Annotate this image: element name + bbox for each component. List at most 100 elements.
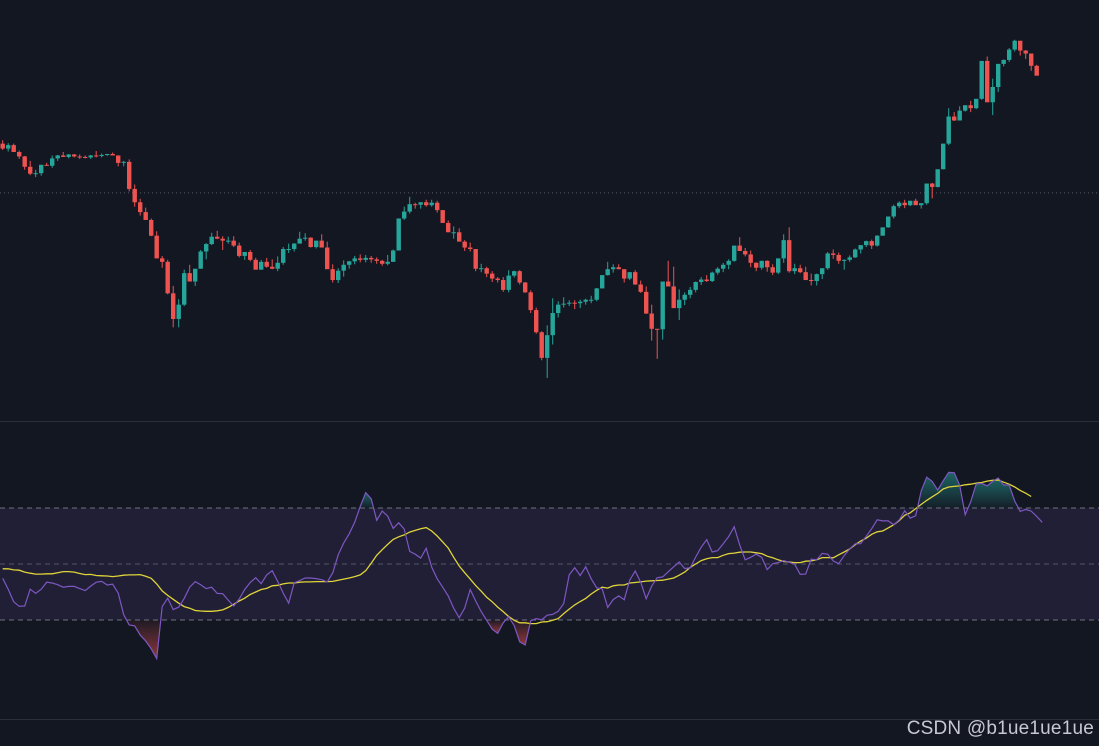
candle: [171, 285, 176, 328]
candle-body: [550, 313, 555, 336]
candle: [220, 236, 225, 250]
candle-body: [418, 202, 423, 205]
candle-body: [539, 332, 544, 358]
candle-body: [341, 264, 346, 271]
candle: [996, 63, 1001, 92]
candle: [875, 235, 880, 247]
candle-body: [55, 155, 60, 159]
candle-body: [50, 158, 55, 166]
candle-body: [671, 286, 676, 309]
candle-body: [297, 238, 302, 244]
candle: [545, 325, 550, 379]
watermark-text: CSDN @b1ue1ue1ue: [906, 718, 1094, 739]
rsi-overbought-fill: [359, 492, 374, 508]
candle-body: [534, 310, 539, 333]
candle: [902, 199, 907, 209]
candle-body: [336, 270, 341, 281]
price-pane: [0, 39, 1099, 379]
candle: [22, 155, 27, 170]
candle-body: [226, 240, 231, 242]
candle: [396, 218, 401, 251]
rsi-oversold-fill: [126, 620, 161, 659]
candle: [99, 153, 104, 158]
candle-body: [259, 261, 264, 270]
candle: [440, 210, 445, 223]
candle-body: [33, 173, 38, 175]
candle-body: [979, 60, 984, 99]
candle-body: [941, 143, 946, 170]
candle: [924, 183, 929, 205]
candle: [523, 282, 528, 293]
candle: [1023, 50, 1028, 59]
candle: [209, 232, 214, 246]
candle: [528, 290, 533, 314]
candle-body: [781, 240, 786, 259]
candle: [754, 262, 759, 272]
candle-body: [957, 110, 962, 121]
candle-body: [869, 241, 874, 246]
candle: [941, 143, 946, 170]
candle-body: [512, 271, 517, 276]
candle-body: [22, 156, 27, 167]
candle: [286, 243, 291, 253]
candle-body: [473, 249, 478, 269]
candle: [935, 169, 940, 188]
candle-body: [99, 154, 104, 156]
candle-body: [495, 278, 500, 281]
candle-body: [990, 87, 995, 103]
candle-body: [468, 247, 473, 250]
candle-body: [380, 260, 385, 264]
candle-body: [369, 257, 374, 260]
candle-body: [946, 116, 951, 144]
candle: [28, 160, 33, 176]
candle-body: [853, 249, 858, 258]
candle-body: [594, 288, 599, 300]
candle: [55, 154, 60, 161]
candle-body: [325, 247, 330, 270]
candle: [792, 263, 797, 275]
candle: [809, 273, 814, 286]
candle: [1012, 39, 1017, 52]
candle-body: [908, 200, 913, 206]
candle-body: [891, 206, 896, 217]
candle-body: [402, 211, 407, 219]
candle-body: [996, 63, 1001, 88]
candle-body: [121, 161, 126, 163]
candle-body: [6, 145, 11, 149]
candle-body: [270, 266, 275, 269]
candle-body: [677, 299, 682, 309]
candle: [693, 281, 698, 293]
candle-body: [710, 272, 715, 282]
candle-body: [88, 155, 93, 158]
candle: [704, 275, 709, 283]
candle-body: [583, 299, 588, 302]
candle-body: [248, 251, 253, 260]
candle-body: [264, 261, 269, 267]
candle: [83, 155, 88, 159]
candle-body: [0, 143, 5, 149]
candle: [842, 259, 847, 270]
candle: [825, 251, 830, 270]
candle: [6, 143, 11, 152]
candle: [501, 277, 506, 292]
candle: [374, 257, 379, 264]
candle: [61, 152, 66, 157]
candle-body: [1018, 40, 1023, 51]
candle: [737, 237, 742, 251]
candle: [583, 298, 588, 305]
candle: [798, 264, 803, 274]
candle: [682, 292, 687, 306]
candle: [204, 243, 209, 260]
candle-body: [803, 272, 808, 281]
candle-body: [963, 105, 968, 111]
candle-body: [930, 183, 935, 187]
candle: [930, 183, 935, 199]
candle: [880, 227, 885, 236]
candle-body: [204, 244, 209, 252]
candle: [578, 299, 583, 309]
candle-body: [330, 269, 335, 281]
candle: [1007, 48, 1012, 62]
candle: [50, 155, 55, 168]
candle: [836, 252, 841, 264]
candle: [814, 273, 819, 286]
